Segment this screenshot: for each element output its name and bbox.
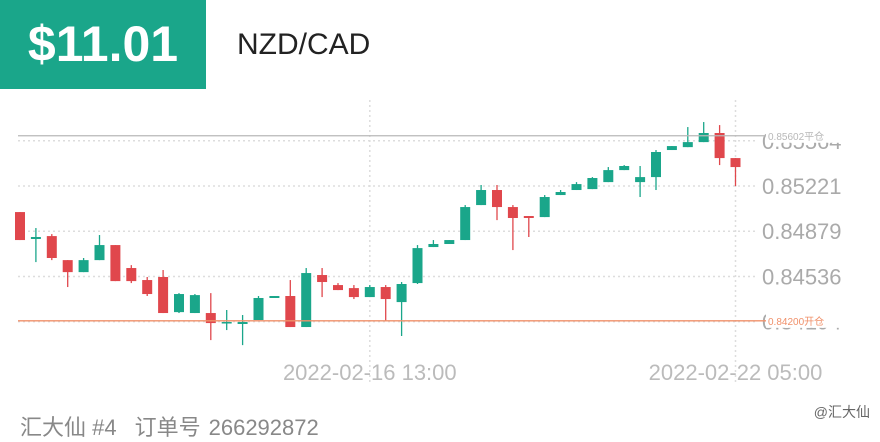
pair-name: NZD/CAD (237, 28, 371, 61)
y-tick-label: 0.84536 (762, 264, 842, 289)
candle-body (460, 207, 471, 241)
candle-body (428, 244, 439, 248)
candle-body (380, 287, 391, 300)
reference-label: 0.85602平仓 (768, 130, 824, 143)
candle-body (507, 207, 518, 219)
candle-body (396, 284, 407, 303)
candle-body (412, 248, 423, 284)
candle-body (46, 236, 57, 258)
candle-body (682, 142, 693, 148)
candle-body (62, 260, 73, 273)
candle-body (189, 295, 200, 314)
reference-label-bg (766, 313, 858, 328)
candle-body (285, 296, 296, 328)
candle-body (78, 260, 89, 273)
account: 汇大仙 #4 (20, 415, 117, 440)
candle-body (126, 268, 137, 282)
candle-body (237, 322, 248, 324)
candle-body (698, 132, 709, 143)
candle-body (174, 294, 184, 313)
candle-body (364, 287, 375, 298)
watermark: @汇大仙 (813, 404, 870, 420)
candle-body (30, 237, 41, 239)
candle-body (15, 212, 25, 241)
x-tick-label: 2022-02-22 05:00 (649, 360, 823, 385)
candle-body (158, 277, 169, 314)
footer: 汇大仙 #4 订单号 266292872 (20, 410, 337, 442)
candle-body (523, 216, 534, 219)
candle-body (539, 197, 550, 218)
candle-body (730, 158, 741, 168)
candle-body (348, 288, 359, 298)
order-number: 266292872 (208, 415, 319, 440)
candle-body (603, 170, 614, 183)
candle-body (333, 285, 343, 291)
candle-body (253, 297, 264, 321)
y-tick-label: 0.84879 (762, 219, 842, 244)
order-label: 订单号 (134, 415, 201, 440)
x-tick-label: 2022-02-16 13:00 (283, 360, 457, 385)
candle-body (317, 275, 328, 283)
price-badge: $11.01 (0, 0, 206, 89)
candle-body (619, 165, 630, 171)
candle-body (205, 313, 216, 324)
reference-label: 0.84200开仓 (768, 315, 824, 328)
chart: 0.841940.845360.848790.852210.855642022-… (15, 100, 858, 385)
reference-label-bg (766, 128, 858, 143)
candle-body (555, 192, 566, 196)
candle-body (666, 146, 677, 151)
candle-body (301, 273, 312, 328)
candle-body (492, 190, 502, 208)
candle-body (269, 296, 280, 298)
candle-body (714, 132, 725, 159)
candle-body (94, 245, 105, 261)
candle-body (635, 177, 646, 183)
candle-body (476, 190, 487, 206)
candle-body (571, 184, 582, 191)
candle-body (142, 280, 153, 295)
y-tick-label: 0.85221 (762, 174, 842, 199)
candle-body (221, 322, 232, 324)
candle-body (444, 240, 455, 245)
candle-body (651, 152, 661, 178)
candle-body (587, 178, 598, 190)
candle-body (110, 245, 121, 282)
